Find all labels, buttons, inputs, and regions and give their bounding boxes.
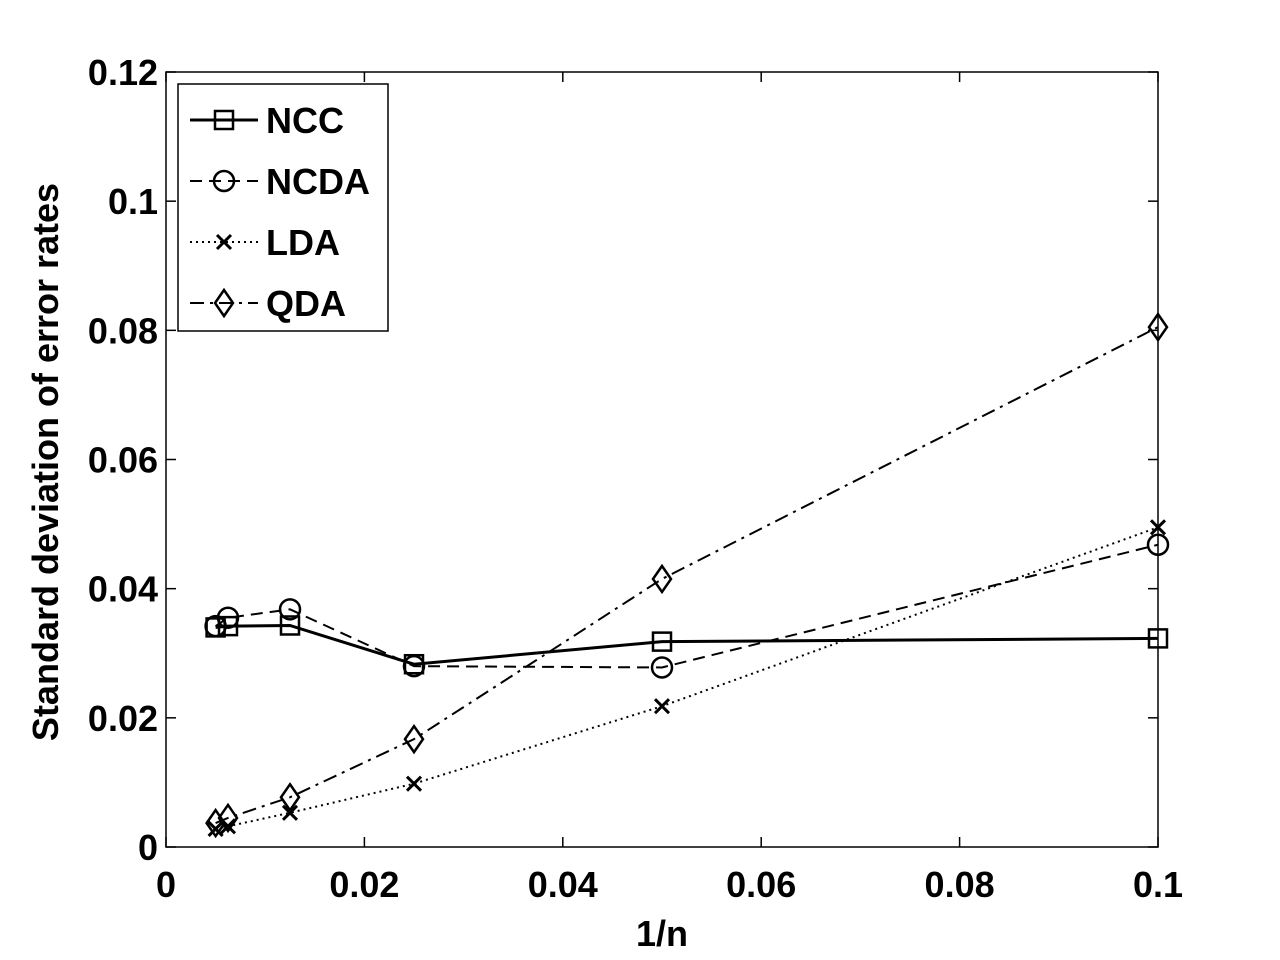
data-point-lda xyxy=(281,804,299,821)
series-line-lda xyxy=(215,526,1159,830)
legend-marker-qda xyxy=(213,287,235,319)
x-tick-label: 0.04 xyxy=(528,864,598,905)
x-axis-label: 1/n xyxy=(636,913,688,954)
y-tick-label: 0.02 xyxy=(88,698,158,739)
y-axis-ticks: 0 0.02 0.04 0.06 0.08 0.1 0.12 xyxy=(88,52,1158,868)
legend-marker-lda xyxy=(215,233,233,251)
x-axis-ticks: 0 0.02 0.04 0.06 0.08 0.1 xyxy=(156,72,1183,905)
legend-marker-ncc xyxy=(213,109,235,131)
series-lda xyxy=(207,519,1167,837)
y-axis-label: Standard deviation of error rates xyxy=(25,183,66,741)
data-point-qda xyxy=(217,802,239,834)
x-tick-label: 0.06 xyxy=(726,864,796,905)
legend-item-qda: QDA xyxy=(190,283,346,324)
y-tick-label: 0.08 xyxy=(88,310,158,351)
data-point-ncc xyxy=(1147,628,1169,649)
series-qda xyxy=(205,311,1169,839)
data-point-ncda xyxy=(204,614,227,638)
data-point-lda xyxy=(405,775,423,792)
y-tick-label: 0.1 xyxy=(108,181,158,222)
legend-marker-ncda xyxy=(212,169,236,193)
legend-items: NCC NCDA LDA QDA xyxy=(190,100,370,324)
legend-label-lda: LDA xyxy=(266,222,340,263)
legend-item-ncc: NCC xyxy=(190,100,344,141)
x-tick-label: 0.08 xyxy=(925,864,995,905)
data-point-ncc xyxy=(217,615,239,637)
legend-label-ncc: NCC xyxy=(266,100,344,141)
y-tick-label: 0.12 xyxy=(88,52,158,93)
x-tick-label: 0.1 xyxy=(1133,864,1183,905)
y-tick-label: 0 xyxy=(138,827,158,868)
data-point-lda xyxy=(207,820,224,837)
data-point-ncda xyxy=(278,598,302,621)
data-point-qda xyxy=(1147,311,1169,343)
y-tick-label: 0.06 xyxy=(88,440,158,481)
data-point-qda xyxy=(403,723,425,755)
data-point-lda xyxy=(1149,519,1167,536)
series-layer xyxy=(204,311,1170,839)
series-line-qda xyxy=(215,326,1159,825)
data-point-ncda xyxy=(650,656,674,679)
series-ncda xyxy=(204,533,1170,679)
y-tick-label: 0.04 xyxy=(88,569,158,610)
data-point-ncc xyxy=(651,631,673,652)
x-tick-label: 0 xyxy=(156,864,176,905)
legend-label-qda: QDA xyxy=(266,283,346,324)
legend-label-ncda: NCDA xyxy=(266,161,370,202)
data-point-ncda xyxy=(216,606,240,629)
data-point-ncda xyxy=(1146,533,1170,556)
data-point-qda xyxy=(651,563,673,595)
data-point-qda xyxy=(279,782,301,813)
legend-box xyxy=(177,83,389,332)
x-tick-label: 0.02 xyxy=(329,864,399,905)
legend-item-lda: LDA xyxy=(190,222,340,263)
legend: NCC NCDA LDA QDA xyxy=(177,83,389,332)
data-point-qda xyxy=(205,807,227,839)
data-point-lda xyxy=(653,698,671,715)
legend-item-ncda: NCDA xyxy=(190,161,370,202)
data-point-ncc xyxy=(279,615,301,636)
data-point-ncda xyxy=(402,654,426,678)
